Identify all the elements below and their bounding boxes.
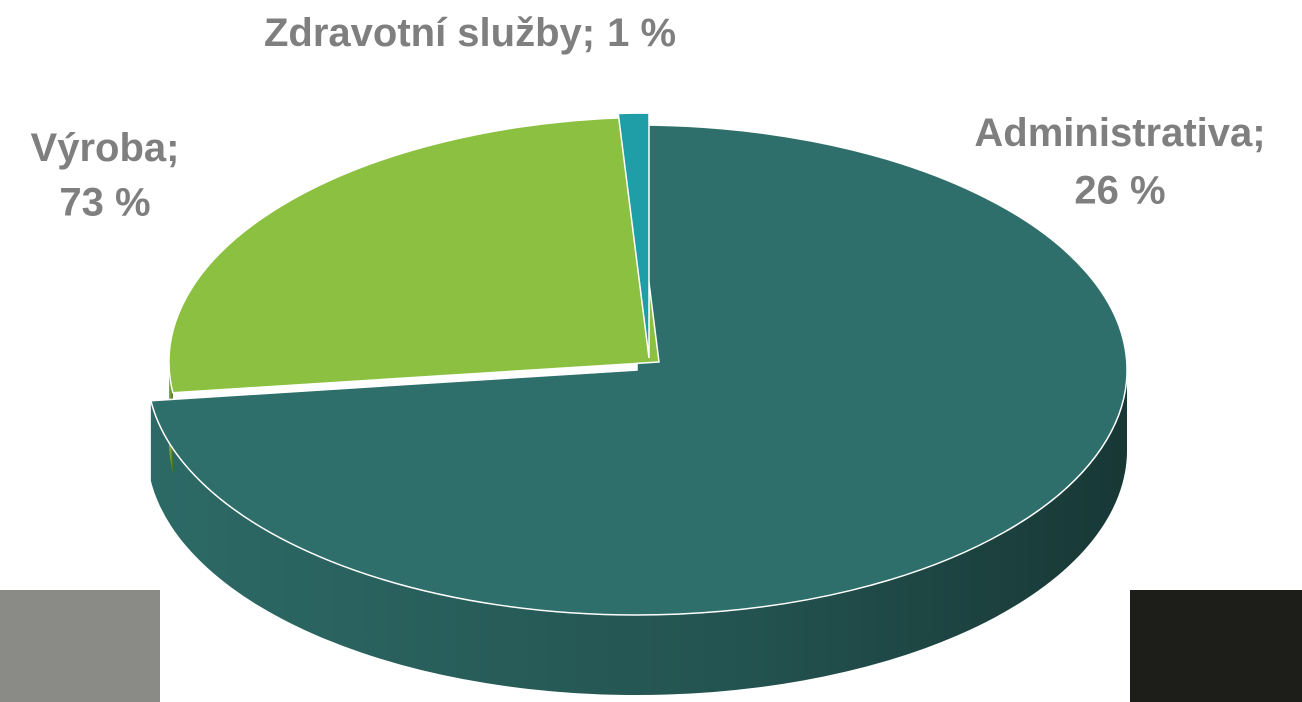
data-labels: Výroba; 73 % Administrativa; 26 % Zdravotní … bbox=[31, 11, 1266, 225]
pie-slice bbox=[168, 116, 660, 394]
label-category: Výroba bbox=[31, 126, 167, 170]
photo-right bbox=[1130, 590, 1302, 702]
label-separator: ; bbox=[166, 126, 179, 170]
data-label-value: 73 % bbox=[59, 181, 150, 225]
label-category: Zdravotní služby bbox=[264, 11, 583, 55]
data-label-value: 26 % bbox=[1074, 169, 1165, 213]
data-label: Výroba; bbox=[31, 126, 180, 170]
label-separator: ; bbox=[1252, 111, 1265, 155]
slice-side-shade bbox=[150, 370, 1128, 696]
label-separator: ; bbox=[582, 11, 595, 55]
pie-slice bbox=[617, 112, 650, 359]
pie-tops bbox=[149, 112, 1128, 616]
data-label: Zdravotní služby; 1 % bbox=[264, 11, 676, 55]
photo-left bbox=[0, 590, 160, 702]
label-value: 1 % bbox=[607, 11, 676, 55]
data-label: Administrativa; bbox=[974, 111, 1265, 155]
pie-slice bbox=[149, 124, 1128, 616]
label-category: Administrativa bbox=[974, 111, 1253, 155]
